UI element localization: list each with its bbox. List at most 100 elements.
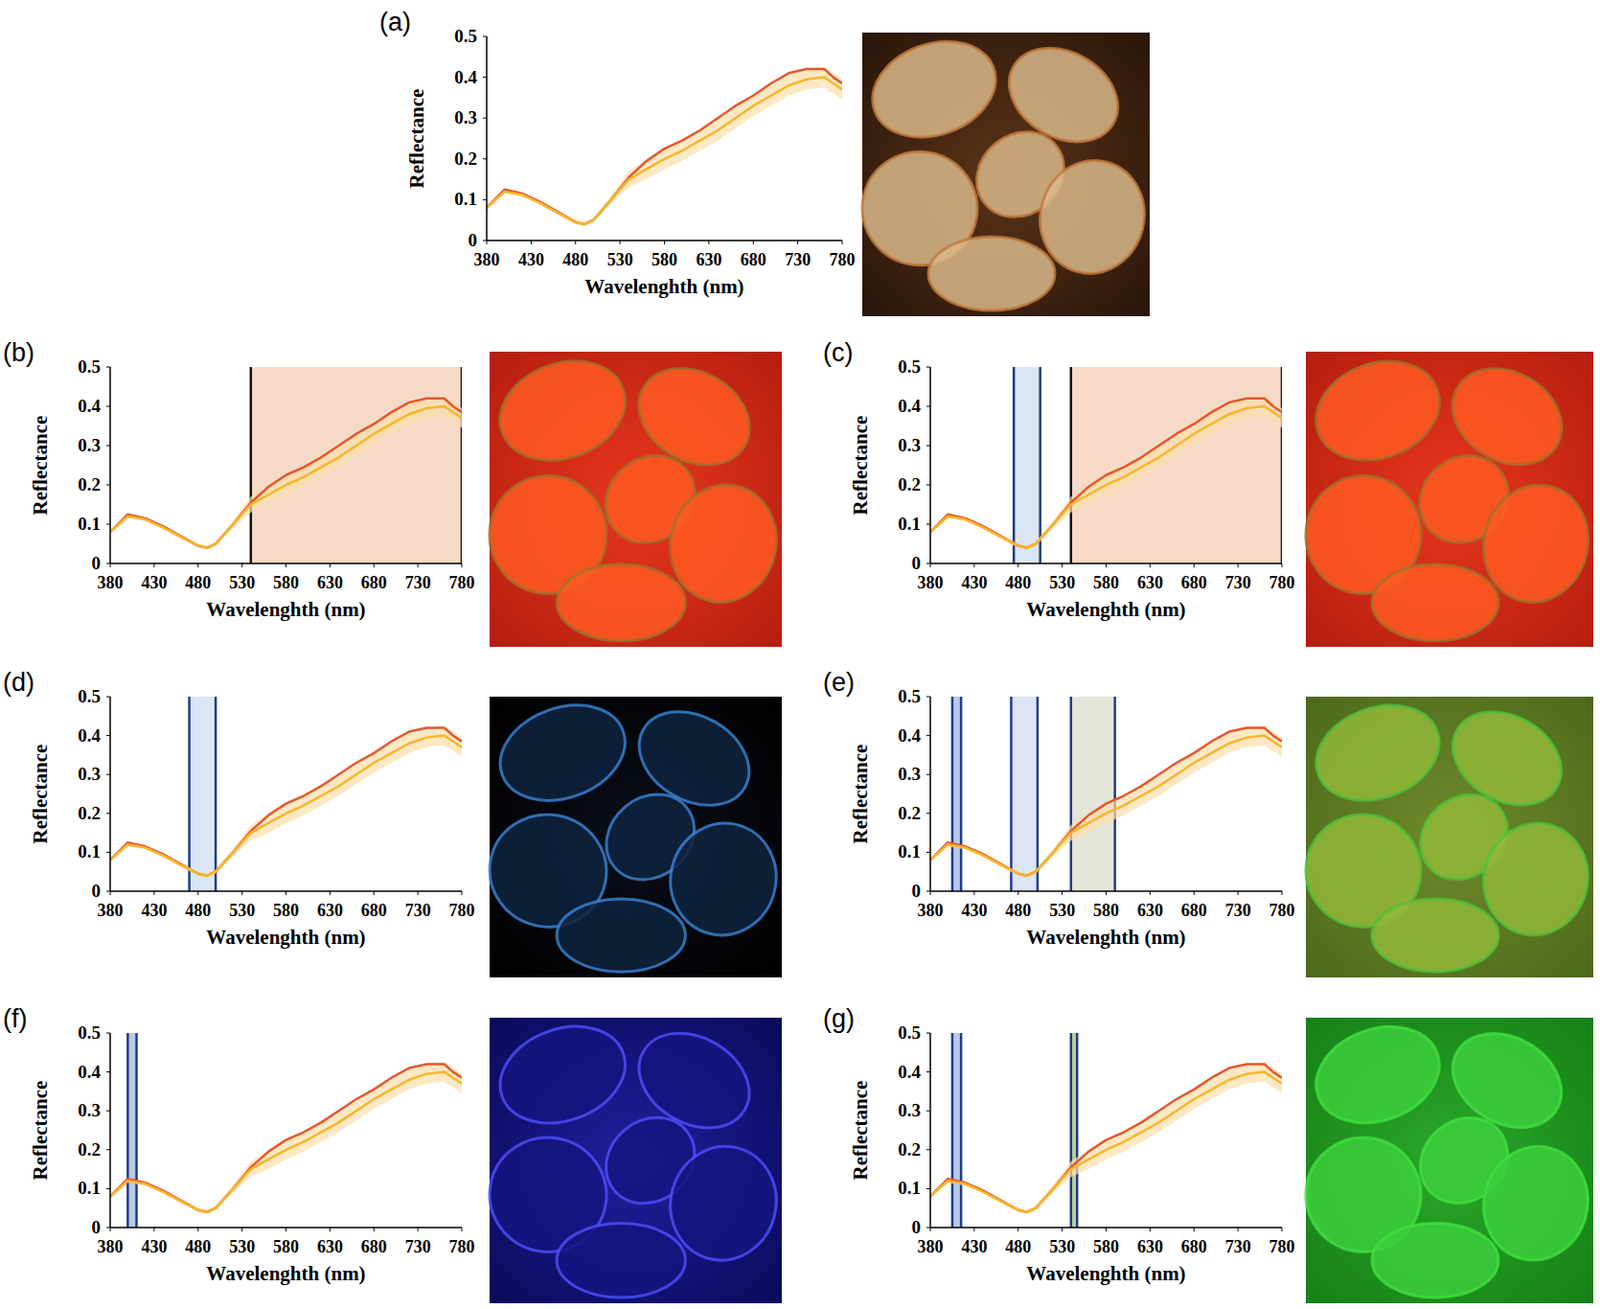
x-tick xyxy=(241,891,243,895)
band-edge xyxy=(1070,696,1074,892)
x-tick xyxy=(241,1227,243,1232)
band-edge xyxy=(1280,366,1282,564)
x-axis-title: Wavelenghth (nm) xyxy=(205,597,366,621)
band-edge xyxy=(1036,696,1040,892)
x-tick xyxy=(530,240,532,245)
y-tick-label: 0.2 xyxy=(897,1139,921,1160)
x-tick xyxy=(1193,563,1195,568)
spectrum-line xyxy=(110,1063,462,1212)
spectrum-line xyxy=(930,398,1282,549)
x-tick xyxy=(461,891,463,895)
y-tick xyxy=(926,1032,931,1034)
x-tick xyxy=(708,240,709,245)
x-tick xyxy=(930,1227,932,1232)
x-tick xyxy=(417,1227,419,1232)
x-tick-label: 780 xyxy=(1269,900,1296,920)
image-piece xyxy=(556,564,686,641)
image-piece xyxy=(1371,898,1499,972)
x-tick xyxy=(153,1227,155,1232)
y-tick-label: 0 xyxy=(912,880,922,901)
y-tick xyxy=(106,696,111,698)
x-tick xyxy=(285,563,287,568)
y-tick xyxy=(926,774,931,776)
panel: 00.10.20.30.40.5380430480530580630680730… xyxy=(822,667,1600,978)
x-axis-title: Wavelenghth (nm) xyxy=(1026,597,1186,621)
panel-letter: (f) xyxy=(2,1004,27,1033)
plot-area xyxy=(110,1032,462,1228)
spectrum-line xyxy=(110,398,462,549)
y-tick xyxy=(926,1188,931,1189)
panel: 00.10.20.30.40.5380430480530580630680730… xyxy=(379,7,1157,317)
y-tick xyxy=(926,891,931,892)
x-tick xyxy=(619,240,621,245)
x-tick xyxy=(417,891,419,895)
panel-letter: (c) xyxy=(822,338,853,367)
spectrum-line xyxy=(930,1072,1282,1212)
y-tick xyxy=(926,812,931,814)
y-tick-label: 0.2 xyxy=(77,1139,101,1160)
x-tick xyxy=(110,1227,112,1232)
spectrum-line xyxy=(110,735,462,876)
image-piece xyxy=(928,236,1055,311)
y-tick xyxy=(106,734,111,736)
y-axis xyxy=(109,1032,112,1228)
y-tick-label: 0 xyxy=(91,880,102,901)
y-axis xyxy=(485,36,488,241)
y-axis xyxy=(109,696,112,892)
x-tick xyxy=(1105,1227,1107,1232)
plot-area xyxy=(930,696,1282,892)
y-tick-label: 0.5 xyxy=(897,356,921,377)
x-tick-label: 480 xyxy=(562,250,589,270)
x-tick-label: 680 xyxy=(361,572,388,593)
y-tick-label: 0 xyxy=(91,552,102,573)
x-tick xyxy=(1149,891,1151,895)
x-tick-label: 430 xyxy=(140,572,167,593)
y-tick-label: 0.2 xyxy=(897,802,921,823)
x-tick xyxy=(461,1227,463,1232)
band-edge xyxy=(1012,366,1016,564)
spectrum-line xyxy=(930,406,1282,549)
y-tick xyxy=(482,199,487,201)
y-axis-title: Reflectance xyxy=(28,1080,52,1181)
y-tick xyxy=(926,563,931,565)
x-tick-label: 630 xyxy=(695,250,722,270)
error-band xyxy=(930,1061,1282,1213)
y-tick-label: 0.1 xyxy=(897,513,921,534)
y-tick xyxy=(926,1227,931,1229)
sample-image xyxy=(1297,1009,1600,1303)
panel: 00.10.20.30.40.5380430480530580630680730… xyxy=(2,338,790,647)
x-tick-label: 730 xyxy=(1225,572,1252,593)
x-tick-label: 380 xyxy=(917,1236,944,1257)
spectrum-line xyxy=(930,1063,1282,1212)
y-tick xyxy=(106,812,111,814)
y-tick-label: 0.3 xyxy=(454,107,478,128)
x-tick-label: 730 xyxy=(1225,900,1252,920)
x-tick xyxy=(461,563,463,568)
panel: 00.10.20.30.40.5380430480530580630680730… xyxy=(822,338,1600,647)
x-tick xyxy=(373,563,375,568)
error-band xyxy=(110,725,462,877)
x-tick xyxy=(110,891,112,895)
x-tick xyxy=(1061,563,1063,568)
panel: 00.10.20.30.40.5380430480530580630680730… xyxy=(2,1004,789,1303)
x-tick xyxy=(930,563,932,568)
x-tick xyxy=(285,1227,287,1232)
y-tick-label: 0.4 xyxy=(77,395,101,416)
x-tick xyxy=(1237,1227,1239,1232)
image-piece xyxy=(556,1223,686,1298)
spectrum-line xyxy=(930,735,1282,876)
y-tick xyxy=(106,366,111,368)
x-tick-label: 630 xyxy=(1137,572,1164,593)
x-tick-label: 530 xyxy=(228,1236,255,1257)
wavelength-band xyxy=(1071,696,1116,892)
sample-image xyxy=(480,343,790,647)
x-tick xyxy=(663,240,665,245)
y-tick-label: 0.1 xyxy=(77,513,101,534)
x-tick xyxy=(373,1227,375,1232)
spectrum-line xyxy=(110,727,462,875)
x-tick-label: 430 xyxy=(140,900,167,920)
x-tick xyxy=(486,240,488,245)
y-tick-label: 0.4 xyxy=(454,67,478,88)
band-edge xyxy=(1070,1032,1074,1228)
y-tick xyxy=(106,891,111,892)
